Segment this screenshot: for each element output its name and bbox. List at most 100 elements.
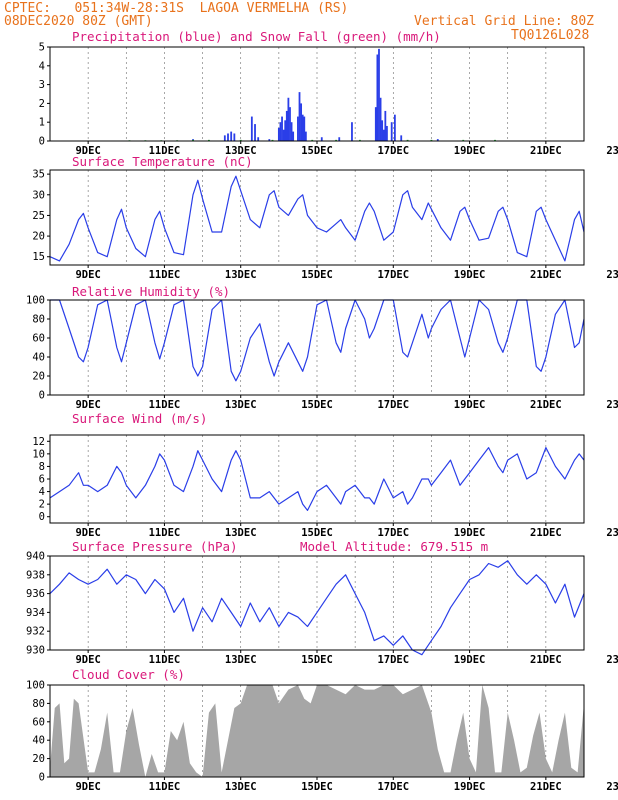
precip-bar <box>393 114 396 141</box>
precip-bar <box>374 107 377 141</box>
y-tick-label: 60 <box>32 333 45 345</box>
model-altitude: Model Altitude: 679.515 m <box>300 539 488 554</box>
y-tick-label: 15 <box>32 251 45 263</box>
x-tick-label: 13DEC <box>225 527 257 539</box>
x-tick-label: 11DEC <box>149 399 181 411</box>
precip-bar <box>284 120 287 141</box>
y-tick-label: 0 <box>39 136 45 148</box>
precip-bar <box>292 131 295 141</box>
x-tick-label: 19DEC <box>454 269 486 281</box>
panel-title: Surface Pressure (hPa) <box>72 539 238 554</box>
y-tick-label: 60 <box>32 716 45 728</box>
snow-bar <box>462 139 465 141</box>
precip-bar <box>277 127 280 141</box>
y-tick-label: 80 <box>32 314 45 326</box>
x-tick-label: 9DEC <box>75 781 100 793</box>
x-tick-label: 19DEC <box>454 527 486 539</box>
y-tick-label: 0 <box>39 511 45 523</box>
y-tick-label: 4 <box>39 486 45 498</box>
y-tick-label: 0 <box>39 390 45 402</box>
precip-bar <box>379 97 382 141</box>
series-line <box>49 447 585 511</box>
x-tick-label: 19DEC <box>454 145 486 157</box>
panel-title: Cloud Cover (%) <box>72 667 185 682</box>
precip-bar <box>300 103 303 141</box>
x-tick-label: 15DEC <box>301 654 333 666</box>
precip-bar <box>381 120 384 141</box>
y-tick-label: 12 <box>32 436 45 448</box>
precip-bar <box>386 125 388 141</box>
snow-bar <box>208 139 210 141</box>
precip-bar <box>297 116 299 141</box>
station-header: CPTEC: 051:34W-28:31S LAGOA VERMELHA (RS… <box>4 1 349 16</box>
x-tick-label: 17DEC <box>377 145 409 157</box>
precip-bar <box>289 107 291 141</box>
precip-bar <box>282 129 285 141</box>
precip-bar <box>281 116 283 141</box>
y-tick-label: 936 <box>26 588 45 600</box>
precip-bar <box>436 139 439 141</box>
model-code: TQ0126L028 <box>511 28 590 43</box>
precip-bar <box>254 124 256 141</box>
precip-bar <box>279 122 282 141</box>
x-tick-label: 17DEC <box>377 781 409 793</box>
precip-bar <box>223 135 226 141</box>
panel-2: 15 20 25 30 35 9DEC 11DEC 13DEC 15DEC 17DEC 19DEC 2… <box>32 154 618 281</box>
x-tick-label: 19DEC <box>454 399 486 411</box>
y-tick-label: 2 <box>39 499 45 511</box>
x-tick-label: 9DEC <box>75 527 100 539</box>
series-line <box>50 299 585 382</box>
y-tick-label: 4 <box>39 60 45 72</box>
y-tick-label: 20 <box>32 753 45 765</box>
precip-bar <box>382 129 385 141</box>
y-tick-label: 25 <box>32 210 45 222</box>
x-tick-label: 9DEC <box>75 269 100 281</box>
precip-bar <box>285 110 288 141</box>
snow-bar <box>359 139 361 141</box>
x-tick-label: 21DEC <box>530 145 562 157</box>
x-tick-label: 23DEC <box>606 269 618 281</box>
panel-3: 0 20 40 60 80 100 9DEC 11DEC 13DEC 15DEC 17DEC 19DE… <box>26 284 618 411</box>
precip-bar <box>304 131 307 141</box>
x-tick-label: 21DEC <box>530 527 562 539</box>
precip-bar <box>320 137 323 141</box>
x-tick-label: 13DEC <box>225 781 257 793</box>
snow-bar <box>311 139 314 141</box>
panel-title: Surface Wind (m/s) <box>72 411 207 426</box>
snow-bar <box>494 139 496 141</box>
x-tick-label: 11DEC <box>149 269 181 281</box>
x-tick-label: 15DEC <box>301 269 333 281</box>
x-tick-label: 9DEC <box>75 654 100 666</box>
y-tick-label: 40 <box>32 735 45 747</box>
x-tick-label: 23DEC <box>606 654 618 666</box>
snow-bar <box>430 139 433 141</box>
precip-bar <box>257 137 260 141</box>
x-tick-label: 11DEC <box>149 145 181 157</box>
y-tick-label: 6 <box>39 474 45 486</box>
x-tick-label: 13DEC <box>225 269 257 281</box>
x-tick-label: 9DEC <box>75 145 100 157</box>
snow-bar <box>192 139 194 141</box>
x-tick-label: 17DEC <box>377 399 409 411</box>
y-tick-label: 2 <box>39 98 45 110</box>
panel-1: 0 1 2 3 4 5 9DEC 11DEC 13DEC 15DEC 17DEC 19DEC 21DEC… <box>39 29 618 157</box>
precip-bar <box>384 110 387 141</box>
x-tick-label: 15DEC <box>301 399 333 411</box>
panel-title: Relative Humidity (%) <box>72 284 230 299</box>
y-tick-label: 100 <box>26 295 45 307</box>
precip-bar <box>303 116 306 141</box>
snow-bar <box>239 139 242 141</box>
precip-bar <box>250 116 253 141</box>
y-tick-label: 934 <box>26 607 45 619</box>
panel-title: Precipitation (blue) and Snow Fall (gree… <box>72 29 441 44</box>
panel-6: 0 20 40 60 80 100 9DEC 11DEC 13DEC 15DEC 17DEC 19DE… <box>26 667 618 793</box>
x-tick-label: 21DEC <box>530 269 562 281</box>
x-tick-label: 19DEC <box>454 781 486 793</box>
x-tick-label: 23DEC <box>606 527 618 539</box>
series-line <box>49 175 585 262</box>
x-tick-label: 19DEC <box>454 654 486 666</box>
y-tick-label: 35 <box>32 169 45 181</box>
precip-bar <box>290 122 293 141</box>
